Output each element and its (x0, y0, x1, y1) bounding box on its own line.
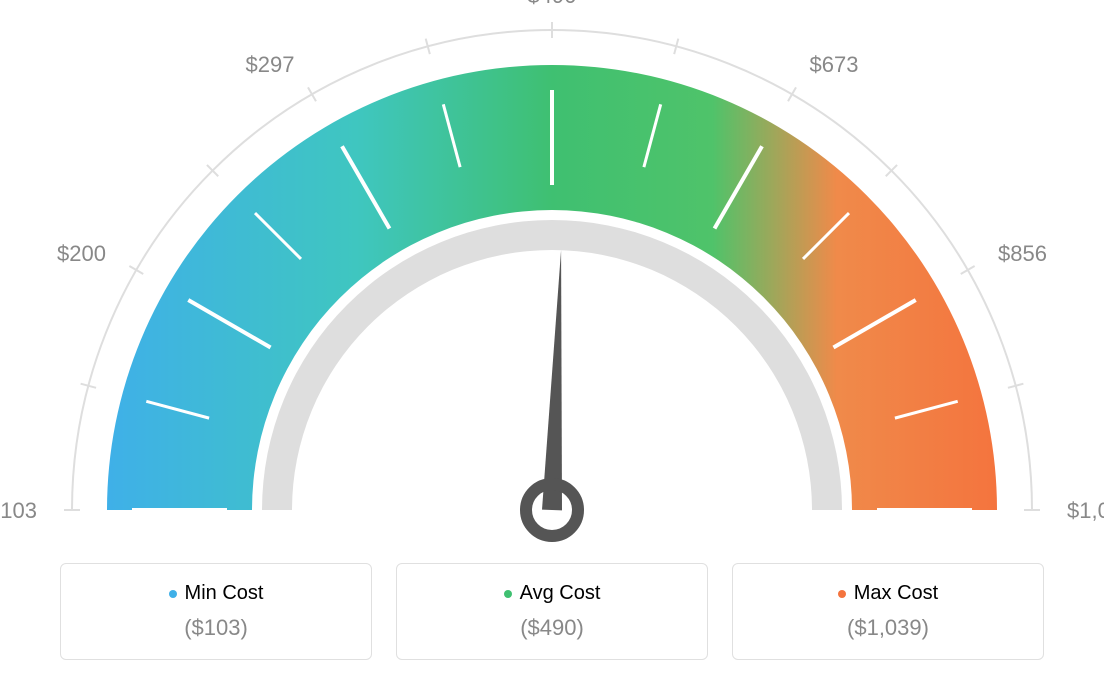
min-cost-title: Min Cost (169, 582, 264, 605)
max-cost-label: Max Cost (854, 582, 938, 605)
avg-cost-label: Avg Cost (520, 582, 601, 605)
gauge-tick-label: $1,039 (1067, 498, 1104, 524)
avg-cost-card: Avg Cost ($490) (396, 563, 708, 660)
avg-cost-title: Avg Cost (504, 582, 601, 605)
gauge-tick-label: $297 (246, 52, 295, 78)
gauge-chart-container: $103 $200 $297 $490 $673 $856 $1,039 Min Cost … (0, 0, 1104, 690)
min-cost-value: ($103) (61, 615, 371, 641)
gauge-area: $103 $200 $297 $490 $673 $856 $1,039 (0, 0, 1104, 560)
min-cost-card: Min Cost ($103) (60, 563, 372, 660)
gauge-tick-label: $103 (0, 498, 37, 524)
max-cost-value: ($1,039) (733, 615, 1043, 641)
summary-cards: Min Cost ($103) Avg Cost ($490) Max Cost… (60, 563, 1044, 660)
gauge-tick-label: $856 (998, 241, 1047, 267)
gauge-tick-label: $673 (810, 52, 859, 78)
dot-icon (504, 590, 512, 598)
dot-icon (169, 590, 177, 598)
gauge-tick-label: $200 (57, 241, 106, 267)
gauge-tick-label: $490 (528, 0, 577, 9)
min-cost-label: Min Cost (185, 582, 264, 605)
max-cost-title: Max Cost (838, 582, 938, 605)
gauge-svg (0, 0, 1104, 560)
dot-icon (838, 590, 846, 598)
avg-cost-value: ($490) (397, 615, 707, 641)
max-cost-card: Max Cost ($1,039) (732, 563, 1044, 660)
